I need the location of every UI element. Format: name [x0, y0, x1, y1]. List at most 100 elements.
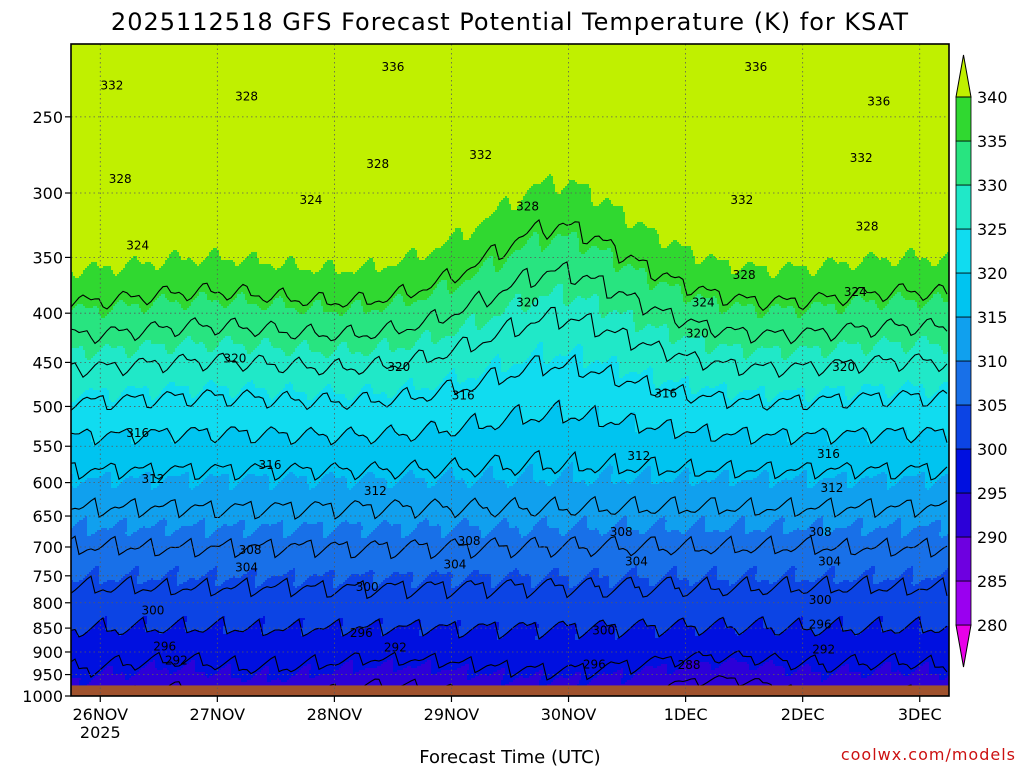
- theta-cell: [83, 304, 115, 306]
- contour-label: 292: [812, 643, 835, 657]
- theta-cell: [549, 244, 579, 246]
- theta-cell: [71, 110, 949, 112]
- theta-cell: [323, 524, 339, 526]
- theta-cell: [441, 534, 447, 536]
- theta-cell: [533, 464, 569, 466]
- theta-cell: [721, 664, 749, 666]
- theta-cell: [95, 532, 125, 534]
- theta-cell: [247, 572, 257, 574]
- theta-cell: [335, 392, 359, 394]
- theta-cell: [741, 480, 769, 482]
- theta-cell: [99, 674, 125, 676]
- theta-cell: [679, 668, 711, 670]
- theta-cell: [393, 524, 401, 526]
- theta-cell: [265, 622, 293, 624]
- theta-cell: [241, 480, 269, 482]
- theta-cell: [703, 576, 717, 578]
- theta-cell: [71, 82, 949, 84]
- theta-cell: [577, 584, 609, 586]
- theta-cell: [669, 328, 949, 330]
- theta-cell: [861, 530, 873, 532]
- theta-cell: [419, 634, 425, 636]
- theta-cell: [485, 218, 625, 220]
- theta-cell: [207, 348, 215, 350]
- theta-cell: [299, 526, 323, 528]
- theta-cell: [825, 628, 841, 630]
- theta-cell: [837, 262, 839, 264]
- theta-cell: [671, 342, 675, 344]
- theta-cell: [413, 578, 425, 580]
- theta-cell: [843, 624, 869, 626]
- theta-cell: [669, 244, 681, 246]
- theta-cell: [281, 480, 307, 482]
- theta-cell: [429, 330, 459, 332]
- theta-cell: [563, 292, 681, 294]
- theta-cell: [921, 624, 949, 626]
- theta-cell: [209, 570, 217, 572]
- theta-cell: [323, 534, 329, 536]
- theta-cell: [293, 386, 325, 388]
- theta-cell: [907, 250, 915, 252]
- theta-cell: [837, 346, 861, 348]
- theta-cell: [113, 672, 121, 674]
- theta-cell: [665, 518, 699, 520]
- theta-cell: [267, 680, 271, 682]
- theta-cell: [177, 576, 201, 578]
- theta-cell: [743, 356, 749, 358]
- theta-cell: [199, 484, 229, 486]
- theta-cell: [907, 432, 921, 434]
- theta-cell: [261, 340, 269, 342]
- theta-cell: [667, 246, 691, 248]
- theta-cell: [847, 478, 861, 480]
- theta-cell: [475, 316, 493, 318]
- theta-cell: [659, 482, 689, 484]
- theta-cell: [661, 246, 667, 248]
- theta-cell: [679, 578, 683, 580]
- theta-cell: [417, 254, 429, 256]
- theta-cell: [647, 324, 651, 326]
- contour-label: 328: [109, 172, 132, 186]
- theta-cell: [805, 398, 813, 400]
- theta-cell: [805, 392, 819, 394]
- theta-cell: [315, 486, 347, 488]
- theta-cell: [669, 338, 681, 340]
- theta-cell: [763, 664, 775, 666]
- theta-cell: [71, 54, 949, 56]
- theta-cell: [755, 306, 771, 308]
- x-tick-label: 3DEC: [898, 705, 942, 724]
- theta-cell: [71, 190, 527, 192]
- theta-cell: [615, 636, 621, 638]
- theta-cell: [227, 524, 233, 526]
- theta-cell: [509, 304, 521, 306]
- theta-cell: [73, 272, 83, 274]
- theta-cell: [71, 208, 497, 210]
- theta-cell: [79, 276, 473, 278]
- theta-cell: [493, 260, 507, 262]
- theta-cell: [913, 248, 949, 250]
- theta-cell: [803, 616, 839, 618]
- theta-cell: [177, 578, 189, 580]
- theta-cell: [97, 306, 113, 308]
- theta-cell: [615, 584, 649, 586]
- theta-cell: [481, 374, 619, 376]
- theta-cell: [875, 344, 901, 346]
- theta-cell: [401, 478, 425, 480]
- theta-cell: [437, 428, 461, 430]
- theta-cell: [861, 348, 873, 350]
- theta-cell: [541, 518, 547, 520]
- theta-cell: [555, 190, 561, 192]
- theta-cell: [179, 254, 209, 256]
- theta-cell: [523, 536, 901, 538]
- theta-cell: [529, 238, 539, 240]
- theta-cell: [701, 294, 895, 296]
- theta-cell: [499, 626, 515, 628]
- theta-cell: [807, 266, 821, 268]
- theta-cell: [409, 250, 417, 252]
- theta-cell: [251, 252, 257, 254]
- theta-cell: [157, 298, 167, 300]
- theta-cell: [353, 670, 359, 672]
- theta-cell: [269, 396, 275, 398]
- theta-cell: [601, 362, 603, 364]
- theta-cell: [677, 566, 713, 568]
